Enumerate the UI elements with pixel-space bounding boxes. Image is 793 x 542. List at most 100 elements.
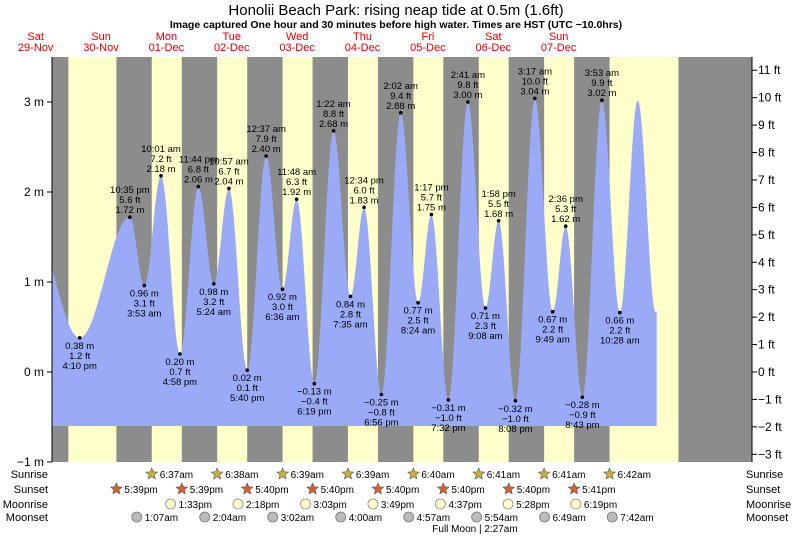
tide-extreme-label: 4:58 pm — [163, 377, 197, 388]
chart-subtitle: Image captured One hour and 30 minutes b… — [170, 19, 622, 31]
y-tick-label-m: 2 m — [24, 185, 44, 199]
sunrise-icon — [537, 467, 551, 480]
y-tick-label-ft: 11 ft — [758, 63, 781, 77]
tide-extreme-label: 6.3 ft — [286, 177, 307, 188]
moonset-icon — [606, 511, 618, 523]
tide-extreme-label: −0.13 m — [297, 387, 332, 398]
sun-moon-rows: Sunrise Sunrise Sunset Sunset Moonrise Moonri… — [3, 467, 791, 535]
tide-extreme-label: 12:34 pm — [344, 175, 384, 186]
sunrise-time: 6:41am — [487, 470, 520, 481]
moonrise-icon — [232, 498, 244, 510]
day-headers: Sat29-NovSun30-NovMon01-DecTue02-DecWed0… — [18, 31, 577, 54]
tide-extreme-label: 2.3 ft — [475, 321, 496, 332]
y-tick-label-ft: 9 ft — [758, 118, 775, 132]
moonrise-icon — [570, 498, 582, 510]
tide-extreme-label: −0.32 m — [498, 404, 533, 415]
day-header-date: 04-Dec — [345, 42, 381, 54]
moonrise-time: 2:18pm — [246, 500, 279, 511]
tide-extreme-label: 9:08 am — [468, 331, 502, 342]
moonrise-time: 1:33pm — [179, 500, 212, 511]
tide-extreme-point — [294, 197, 299, 201]
tide-extreme-label: 1.62 m — [551, 214, 580, 225]
tide-extreme-label: 12:37 am — [246, 124, 286, 135]
tide-extreme-label: −0.28 m — [565, 400, 600, 411]
sunrise-icon — [472, 467, 486, 480]
tide-extreme-label: 6:19 pm — [297, 407, 331, 418]
y-tick-label-ft: 5 ft — [758, 228, 775, 242]
tide-extreme-label: 6.7 ft — [218, 166, 239, 177]
tide-extreme-label: 2.18 m — [146, 164, 175, 175]
tide-extreme-label: 3:17 am — [518, 66, 552, 77]
row-label-left-sunrise: Sunrise — [11, 469, 48, 481]
day-header-date: 30-Nov — [83, 42, 119, 54]
tide-extreme-point — [348, 294, 353, 299]
sunrise-icon — [406, 467, 420, 480]
sunrise-time: 6:37am — [160, 470, 193, 481]
day-header-dow: Sun — [91, 31, 111, 43]
tide-extreme-label: 3.04 m — [520, 86, 549, 97]
sunset-time: 5:40pm — [255, 485, 288, 496]
sunrise-icon — [210, 467, 224, 480]
tide-extreme-label: −0.25 m — [364, 398, 399, 409]
tide-extreme-label: 2.88 m — [386, 101, 415, 112]
tide-extreme-point — [280, 287, 285, 292]
moonrise-time: 3:49pm — [381, 500, 414, 511]
tide-extreme-label: 0.77 m — [404, 306, 433, 317]
tide-extreme-label: 7:32 pm — [431, 423, 465, 434]
day-header-date: 02-Dec — [214, 42, 250, 54]
tide-extreme-label: 8:43 pm — [565, 420, 599, 431]
tide-extreme-label: 2.2 ft — [542, 325, 563, 336]
tide-extreme-point — [312, 381, 317, 386]
tide-extreme-label: 9:49 am — [536, 335, 570, 346]
y-tick-label-ft: 6 ft — [758, 200, 775, 214]
tide-extreme-point — [178, 352, 182, 356]
sunrise-icon — [341, 467, 355, 480]
moonset-icon — [199, 511, 211, 523]
moonrise-time: 3:03pm — [313, 500, 346, 511]
day-header-date: 06-Dec — [476, 42, 512, 54]
tide-extreme-label: 0.96 m — [130, 289, 159, 300]
tide-extreme-point — [618, 310, 622, 315]
day-header-date: 07-Dec — [541, 42, 577, 54]
tide-extreme-point — [563, 224, 568, 228]
tide-extreme-label: 6:56 pm — [364, 418, 398, 429]
sunset-icon — [306, 482, 320, 495]
tide-extreme-label: 2.40 m — [252, 144, 281, 155]
tide-extreme-label: −1.0 ft — [502, 414, 529, 425]
day-header-date: 03-Dec — [279, 42, 315, 54]
day-header-dow: Sun — [549, 31, 569, 43]
tide-extreme-label: 7.9 ft — [256, 134, 277, 145]
y-tick-label-m: −1 m — [17, 455, 44, 469]
moonset-icon — [267, 511, 279, 523]
tide-extreme-point — [264, 154, 268, 158]
tide-extreme-point — [379, 392, 384, 397]
tide-extreme-point — [128, 215, 132, 219]
tide-extreme-label: 0.7 ft — [169, 367, 190, 378]
chart-title: Honolii Beach Park: rising neap tide at … — [228, 2, 563, 19]
tide-extreme-point — [362, 205, 366, 210]
tide-extreme-label: 1.72 m — [115, 205, 144, 216]
row-label-right-sunset: Sunset — [746, 484, 780, 496]
tide-extreme-point — [483, 306, 488, 310]
tide-extreme-label: 9.9 ft — [591, 78, 612, 89]
tide-extreme-label: 5:40 pm — [230, 393, 264, 404]
tide-extreme-label: 2.2 ft — [609, 326, 630, 337]
tide-extreme-point — [159, 174, 163, 178]
tide-extreme-label: 10.0 ft — [522, 76, 549, 87]
sunrise-time: 6:39am — [291, 470, 324, 481]
tide-extreme-label: −0.4 ft — [301, 397, 328, 408]
y-tick-label-m: 3 m — [24, 95, 44, 109]
row-label-right-sunrise: Sunrise — [746, 469, 783, 481]
tide-extreme-label: 1.68 m — [484, 209, 513, 220]
moonset-time: 4:00am — [349, 513, 382, 524]
tide-extreme-label: 3.1 ft — [134, 299, 155, 310]
tide-extreme-point — [466, 100, 470, 104]
tide-extreme-point — [533, 96, 537, 101]
tide-extreme-label: 5.3 ft — [555, 204, 576, 215]
tide-extreme-label: 10:01 am — [141, 144, 181, 155]
tide-extreme-point — [245, 368, 250, 373]
tide-extreme-label: 1.2 ft — [69, 351, 90, 362]
tide-extreme-label: 1.83 m — [350, 195, 379, 206]
moonrise-icon — [435, 498, 446, 510]
